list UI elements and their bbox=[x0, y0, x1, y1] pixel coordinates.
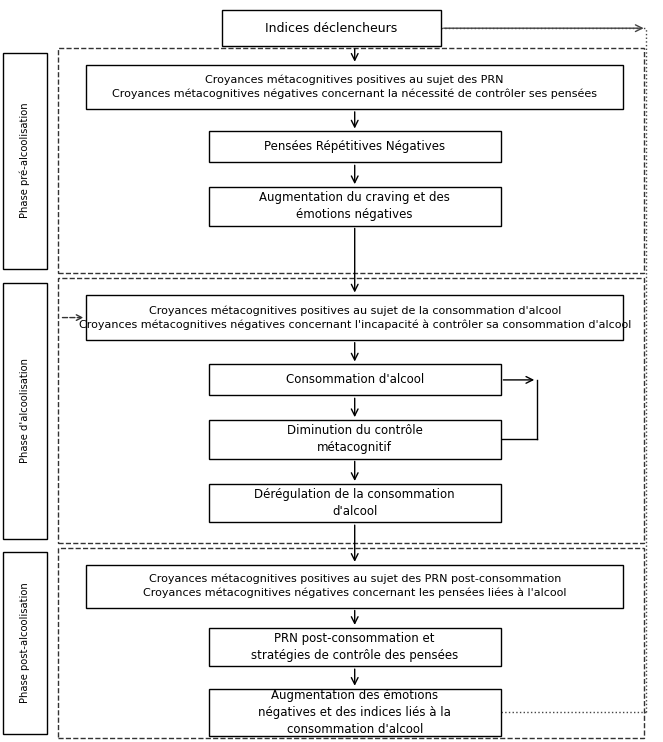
Text: PRN post-consommation et
stratégies de contrôle des pensées: PRN post-consommation et stratégies de c… bbox=[251, 632, 458, 662]
Text: Augmentation du craving et des
émotions négatives: Augmentation du craving et des émotions … bbox=[259, 191, 450, 221]
FancyBboxPatch shape bbox=[209, 187, 501, 226]
Text: Croyances métacognitives positives au sujet des PRN
Croyances métacognitives nég: Croyances métacognitives positives au su… bbox=[112, 75, 597, 99]
FancyBboxPatch shape bbox=[86, 295, 623, 340]
Text: Augmentation des émotions
négatives et des indices liés à la
consommation d'alco: Augmentation des émotions négatives et d… bbox=[259, 689, 451, 736]
FancyBboxPatch shape bbox=[209, 628, 501, 666]
Text: Phase d'alcoolisation: Phase d'alcoolisation bbox=[20, 358, 30, 463]
FancyBboxPatch shape bbox=[86, 65, 623, 109]
Text: Croyances métacognitives positives au sujet de la consommation d'alcool
Croyance: Croyances métacognitives positives au su… bbox=[78, 306, 631, 329]
Text: Diminution du contrôle
métacognitif: Diminution du contrôle métacognitif bbox=[287, 424, 422, 454]
FancyBboxPatch shape bbox=[86, 565, 623, 608]
FancyBboxPatch shape bbox=[209, 420, 501, 459]
FancyBboxPatch shape bbox=[3, 283, 47, 539]
Text: Dérégulation de la consommation
d'alcool: Dérégulation de la consommation d'alcool bbox=[255, 488, 455, 518]
FancyBboxPatch shape bbox=[209, 484, 501, 522]
Text: Indices déclencheurs: Indices déclencheurs bbox=[265, 22, 398, 35]
Text: Croyances métacognitives positives au sujet des PRN post-consommation
Croyances : Croyances métacognitives positives au su… bbox=[143, 574, 566, 598]
FancyBboxPatch shape bbox=[209, 364, 501, 395]
FancyBboxPatch shape bbox=[222, 10, 441, 46]
FancyBboxPatch shape bbox=[209, 689, 501, 736]
FancyBboxPatch shape bbox=[209, 131, 501, 162]
Text: Pensées Répétitives Négatives: Pensées Répétitives Négatives bbox=[264, 140, 446, 154]
FancyBboxPatch shape bbox=[3, 552, 47, 734]
Text: Phase post-alcoolisation: Phase post-alcoolisation bbox=[20, 582, 30, 703]
Text: Phase pré-alcoolisation: Phase pré-alcoolisation bbox=[20, 103, 30, 218]
FancyBboxPatch shape bbox=[3, 53, 47, 269]
Text: Consommation d'alcool: Consommation d'alcool bbox=[286, 373, 424, 387]
